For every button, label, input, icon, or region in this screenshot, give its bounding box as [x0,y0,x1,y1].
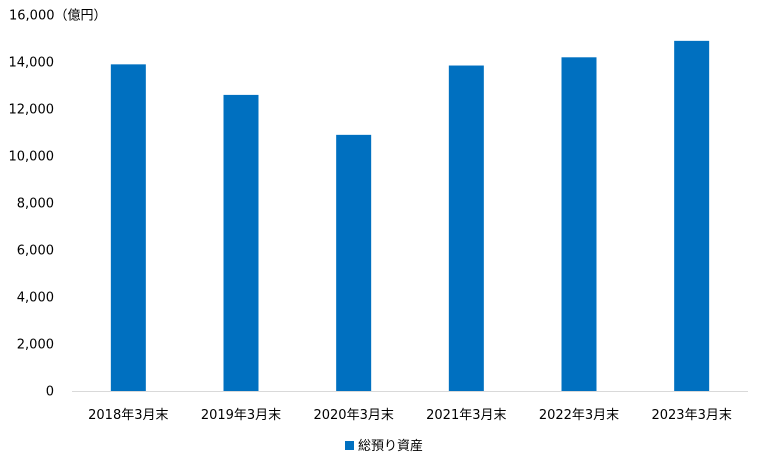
y-tick-label: 16,000（億円） [9,8,107,24]
bar-series [110,40,710,392]
y-tick-label: 2,000 [17,338,54,353]
y-tick-label: 12,000 [9,103,55,118]
bar [110,64,146,391]
x-tick-label: 2021年3月末 [426,408,506,423]
x-tick-label: 2023年3月末 [651,408,731,423]
legend-swatch [345,441,354,450]
x-tick-label: 2022年3月末 [539,408,619,423]
legend: 総預り資産 [345,438,423,454]
y-tick-label: 0 [46,385,54,400]
y-tick-label: 14,000 [9,56,55,71]
y-tick-label: 8,000 [17,197,54,212]
bar [223,94,259,392]
y-tick-label: 10,000 [9,150,55,165]
bar [561,57,597,392]
x-tick-label: 2018年3月末 [88,408,168,423]
y-tick-label: 6,000 [17,244,54,259]
bar [336,134,372,391]
bar [674,40,710,391]
x-tick-label: 2019年3月末 [201,408,281,423]
legend-label: 総預り資産 [358,438,423,454]
x-tick-label: 2020年3月末 [313,408,393,423]
bar [448,65,484,392]
x-axis-tick-labels: 2018年3月末 2019年3月末 2020年3月末 2021年3月末 2022年3月末… [88,408,732,423]
y-tick-label: 4,000 [17,291,54,306]
y-axis-tick-labels: 0 2,000 4,000 6,000 8,000 10,000 12,000 14,000 1… [9,8,107,400]
